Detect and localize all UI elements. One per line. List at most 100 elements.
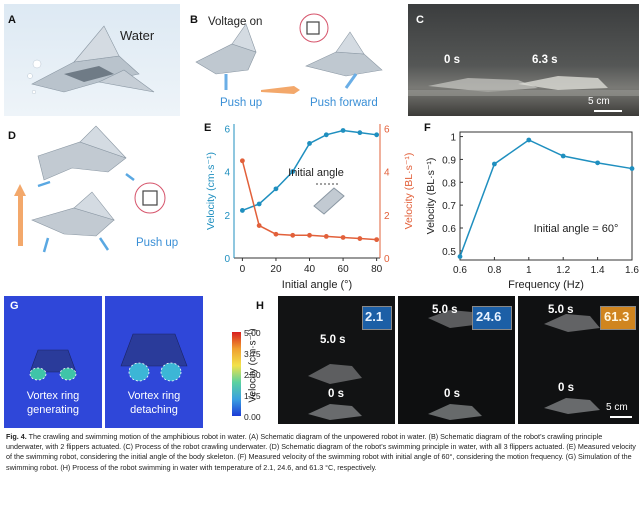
chart-e-data-point-right <box>256 223 262 228</box>
chart-e-data-point-left <box>374 132 380 138</box>
chart-e-x-axis-title: Initial angle (°) <box>282 279 352 291</box>
chart-f-frame <box>459 131 633 261</box>
chart-f: 0.6 0.8 1 1.2 1.4 1.6 0.5 0.6 0.7 0.8 0.9 1 Frequenc… <box>425 131 639 291</box>
chart-e-data-point-right <box>340 235 346 240</box>
chart-f-x-tick-label: 1.4 <box>591 265 605 276</box>
chart-e-data-point-left <box>290 169 296 174</box>
chart-e-data-point-right <box>290 232 296 238</box>
panel-b-push-forward-label: Push forward <box>310 97 378 109</box>
chart-e-right-tick-label: 6 <box>384 124 390 135</box>
chart-e-data-point-left <box>357 130 363 136</box>
temperature-value-2: 24.6 <box>476 309 502 324</box>
panel-d-label: D <box>8 130 16 142</box>
panel-g-right-caption-line1: Vortex ring <box>127 390 181 402</box>
panel-g-right-caption-line2: detaching <box>130 404 178 416</box>
temperature-display-3: 61.3 <box>600 306 636 330</box>
panel-g: G Vortex ring generating Vortex ring det… <box>4 296 236 428</box>
chart-f-data-point <box>629 166 635 171</box>
panel-g-label: G <box>10 300 19 312</box>
colorbar-title: Velocity (cm·s⁻¹) <box>247 328 259 403</box>
chart-e-data-point-left <box>273 186 279 192</box>
panel-h-photo-2: 24.6 5.0 s 0 s <box>398 296 515 424</box>
panel-b: B Voltage on Push up Push forward <box>186 4 404 116</box>
panel-b-voltage-label: Voltage on <box>208 16 263 28</box>
chart-f-annotation: Initial angle = 60° <box>534 223 619 235</box>
chart-e-right-tick-label: 2 <box>384 211 390 222</box>
chart-e-x-tick-label: 0 <box>240 264 246 275</box>
colorbar-tick-0: 5.00 <box>244 328 261 338</box>
chart-f-y-tick-label: 1 <box>450 133 456 144</box>
colorbar-tick-3: 1.25 <box>244 391 261 401</box>
chart-f-y-axis-title: Velocity (BL·s⁻¹) <box>425 158 437 235</box>
chart-e-left-tick-label: 0 <box>224 254 230 265</box>
chart-f-series-line <box>459 139 633 257</box>
panel-d-circuit-icon <box>134 182 166 214</box>
chart-e-robot-inset <box>313 187 345 215</box>
panel-h-label: H <box>256 300 264 312</box>
panel-b-circuit-icon <box>299 13 329 43</box>
figure-caption-title: Fig. 4. <box>6 432 27 441</box>
chart-e-data-point-right <box>273 231 279 237</box>
chart-e-left-tick-label: 6 <box>224 124 230 135</box>
panel-f-label: F <box>424 122 431 134</box>
panel-d-illustration <box>14 125 166 253</box>
panel-b-label: B <box>190 14 198 26</box>
chart-e-data-point-right <box>323 233 329 239</box>
panel-g-sim-left <box>4 296 102 428</box>
panel-h2-time-top: 5.0 s <box>432 304 458 316</box>
panel-e-label: E <box>204 122 212 134</box>
chart-f-data-point <box>595 160 600 166</box>
panel-c-time-start: 0 s <box>444 54 460 66</box>
colorbar-tick-1: 3.75 <box>244 349 261 359</box>
panel-h3-time-top: 5.0 s <box>548 304 574 316</box>
panel-c-scale-label: 5 cm <box>588 96 610 107</box>
panel-d: D Push up <box>4 122 202 274</box>
panel-c-photo: C 0 s 6.3 s 5 cm <box>408 4 639 116</box>
figure-caption-text: The crawling and swimming motion of the … <box>6 432 636 472</box>
panel-h1-time-bottom: 0 s <box>328 388 344 400</box>
panel-a-robot-illustration <box>27 25 155 95</box>
chart-e-right-axis-title: Velocity (BL·s⁻¹) <box>403 153 415 230</box>
colorbar-tick-2: 2.50 <box>244 370 261 380</box>
chart-e-data-point-left <box>340 128 346 133</box>
chart-f-data-point <box>457 254 463 259</box>
panel-d-push-up-label: Push up <box>136 237 179 249</box>
panel-h-scale-label: 5 cm <box>606 402 628 413</box>
chart-e-left-tick-label: 4 <box>224 168 230 179</box>
chart-e-data-point-right <box>239 158 245 164</box>
chart-e-right-tick-label: 0 <box>384 254 390 265</box>
chart-f-data-point <box>526 137 532 143</box>
chart-e-left-tick-label: 2 <box>224 211 230 222</box>
chart-f-y-tick-label: 0.9 <box>442 155 456 166</box>
panel-a-label: A <box>8 14 16 26</box>
chart-f-x-tick-label: 0.6 <box>453 265 467 276</box>
chart-e-x-tick-label: 40 <box>304 264 316 275</box>
chart-e-right-tick-label: 4 <box>384 168 390 179</box>
chart-f-y-tick-label: 0.7 <box>442 201 456 212</box>
panel-a: A Water <box>4 4 180 116</box>
figure-caption: Fig. 4. The crawling and swimming motion… <box>6 432 636 473</box>
chart-e-data-point-left <box>239 208 245 213</box>
chart-f-x-tick-label: 1.2 <box>556 265 570 276</box>
panel-b-push-up-label: Push up <box>220 97 263 109</box>
chart-e-data-point-right <box>307 232 312 238</box>
chart-f-y-tick-label: 0.8 <box>442 178 456 189</box>
panel-g-sim-right <box>105 296 203 428</box>
panel-b-illustration <box>195 13 383 94</box>
chart-f-x-tick-label: 0.8 <box>487 265 501 276</box>
temperature-display-1: 2.1 <box>362 306 392 330</box>
panel-h1-time-top: 5.0 s <box>320 334 346 346</box>
temperature-value-3: 61.3 <box>604 309 630 324</box>
panel-a-water-label: Water <box>120 28 155 43</box>
panel-e: E 0 20 40 60 80 0 2 4 6 0 2 4 6 Initial angle (°) Velo… <box>204 118 422 292</box>
chart-f-y-tick-label: 0.5 <box>442 247 456 258</box>
chart-e-x-tick-label: 20 <box>270 264 282 275</box>
panel-g-left-caption-line1: Vortex ring <box>26 390 80 402</box>
panel-h2-time-bottom: 0 s <box>444 388 460 400</box>
chart-f-x-tick-label: 1 <box>526 265 532 276</box>
chart-e-data-point-left <box>307 141 312 146</box>
chart-e-data-point-right <box>374 237 380 243</box>
chart-e-annotation: Initial angle <box>288 167 344 179</box>
chart-e-x-tick-label: 80 <box>371 264 383 275</box>
panel-h-photo-1: 2.1 5.0 s 0 s <box>278 296 395 424</box>
